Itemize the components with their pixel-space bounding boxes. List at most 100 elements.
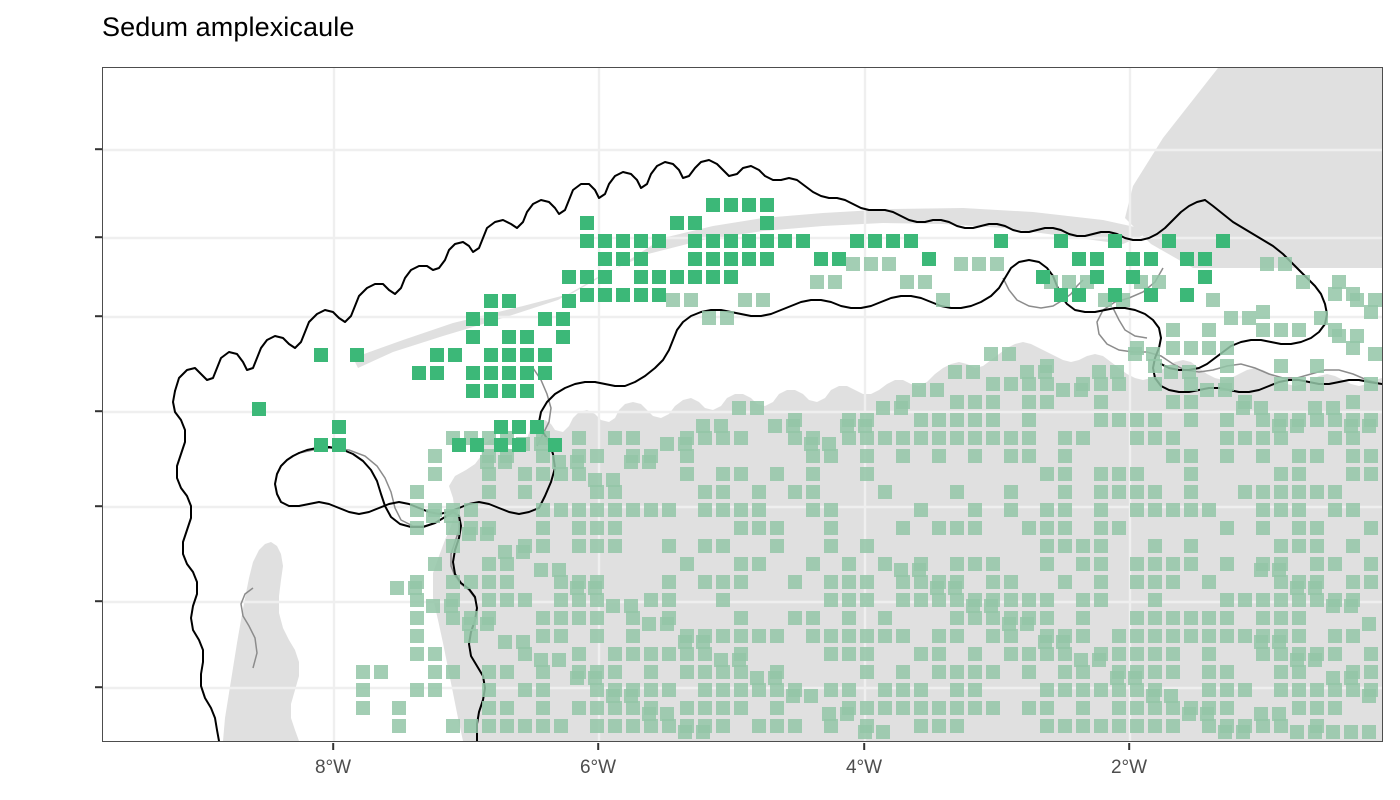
map-marker — [698, 431, 712, 445]
map-marker — [760, 198, 774, 212]
map-marker — [810, 275, 824, 289]
map-marker — [314, 438, 328, 452]
map-marker — [886, 234, 900, 248]
map-marker — [1220, 413, 1234, 427]
map-plot-panel[interactable] — [102, 67, 1383, 742]
map-marker — [1038, 365, 1052, 379]
map-marker — [446, 575, 460, 589]
map-marker — [666, 293, 680, 307]
map-marker — [616, 252, 630, 266]
map-marker — [662, 593, 676, 607]
map-marker — [470, 438, 484, 452]
map-marker — [1346, 629, 1360, 643]
map-marker — [1130, 467, 1144, 481]
map-marker — [536, 467, 550, 481]
map-marker — [968, 665, 982, 679]
map-marker — [1076, 701, 1090, 715]
boundary-basque-navarre-pocket — [1160, 199, 1328, 371]
y-tick-mark-40-5 — [95, 686, 102, 688]
map-marker — [1058, 467, 1072, 481]
map-marker — [536, 683, 550, 697]
map-marker — [446, 611, 460, 625]
map-marker — [1292, 503, 1306, 517]
shaded-coastal-shelf — [353, 208, 1153, 368]
map-marker — [1144, 252, 1158, 266]
map-marker — [806, 485, 820, 499]
map-marker — [590, 701, 604, 715]
map-marker — [1344, 671, 1358, 685]
map-marker — [716, 629, 730, 643]
map-marker — [538, 312, 552, 326]
map-marker — [1146, 347, 1160, 361]
map-marker — [914, 431, 928, 445]
map-marker — [1184, 341, 1198, 355]
map-marker — [660, 707, 674, 721]
map-marker — [760, 234, 774, 248]
map-marker — [1346, 467, 1360, 481]
map-marker — [626, 503, 640, 517]
map-marker — [1004, 647, 1018, 661]
map-marker — [536, 665, 550, 679]
map-marker — [608, 665, 622, 679]
map-marker — [1148, 575, 1162, 589]
map-marker — [1198, 270, 1212, 284]
map-marker — [1110, 365, 1124, 379]
map-marker — [1020, 617, 1034, 631]
map-marker — [896, 449, 910, 463]
map-marker — [968, 521, 982, 535]
map-marker — [1166, 647, 1180, 661]
map-marker — [452, 438, 466, 452]
map-marker — [824, 683, 838, 697]
map-marker — [1198, 252, 1212, 266]
map-marker — [1004, 593, 1018, 607]
map-marker — [1364, 521, 1378, 535]
map-marker — [932, 593, 946, 607]
map-marker — [1054, 234, 1068, 248]
map-marker — [500, 719, 514, 733]
map-marker — [770, 521, 784, 535]
map-marker — [1112, 521, 1126, 535]
map-marker — [1112, 719, 1126, 733]
map-marker — [608, 431, 622, 445]
map-marker — [1310, 557, 1324, 571]
map-marker — [716, 701, 730, 715]
map-marker — [896, 629, 910, 643]
map-marker — [932, 719, 946, 733]
map-marker — [1128, 671, 1142, 685]
map-marker — [1166, 719, 1180, 733]
map-marker — [590, 719, 604, 733]
map-marker — [466, 384, 480, 398]
map-marker — [1112, 629, 1126, 643]
map-marker — [1112, 413, 1126, 427]
map-marker — [1166, 629, 1180, 643]
map-marker — [1364, 575, 1378, 589]
map-marker — [788, 611, 802, 625]
map-marker — [464, 719, 478, 733]
map-marker — [750, 671, 764, 685]
map-marker — [768, 671, 782, 685]
map-marker — [1326, 599, 1340, 613]
map-marker — [824, 629, 838, 643]
map-marker — [500, 665, 514, 679]
map-marker — [842, 557, 856, 571]
map-marker — [878, 683, 892, 697]
map-marker — [1090, 252, 1104, 266]
map-marker — [860, 539, 874, 553]
map-marker — [932, 449, 946, 463]
map-marker — [914, 719, 928, 733]
map-marker — [1256, 305, 1270, 319]
map-marker — [734, 665, 748, 679]
map-marker — [788, 485, 802, 499]
map-marker — [1274, 647, 1288, 661]
map-marker — [1346, 575, 1360, 589]
map-marker — [502, 294, 516, 308]
map-marker — [1362, 617, 1376, 631]
map-marker — [750, 401, 764, 415]
map-marker — [968, 647, 982, 661]
map-marker — [1362, 419, 1376, 433]
map-marker — [1274, 431, 1288, 445]
map-marker — [580, 288, 594, 302]
map-marker — [502, 384, 516, 398]
map-marker — [1238, 431, 1252, 445]
